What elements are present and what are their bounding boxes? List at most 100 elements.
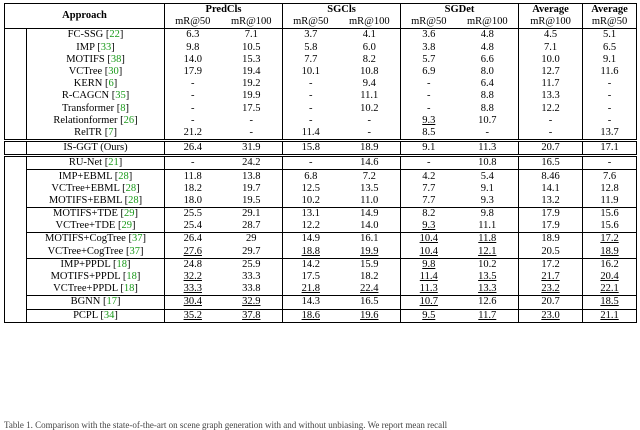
metric-value: 14.9	[338, 207, 402, 221]
approach-name: MOTIFS	[66, 53, 105, 65]
metric-value: 11.4	[301, 126, 320, 138]
citation-ref: 30	[108, 66, 119, 78]
table-row: VCTree+CogTree [37] 27.6 29.7 18.8 19.9 10.4 1…	[5, 245, 638, 259]
approach-name: IMP+PPDL	[60, 258, 111, 270]
table-row: MOTIFS+CogTree [37] 26.4 29 14.9 16.1 10.4 11.…	[5, 232, 638, 246]
metric-value: 13.3	[456, 283, 520, 296]
ours-value: 18.9	[338, 139, 402, 158]
table-row: VCTree+TDE [29] 25.4 28.7 12.2 14.0 9.3 11.1 17…	[5, 220, 638, 233]
citation-ref: 29	[123, 208, 135, 220]
approach-name-cell: MOTIFS [38]	[26, 53, 166, 66]
metric-value: 19.4	[220, 65, 284, 79]
metric-value: 10.7	[456, 114, 520, 127]
metric-value: -	[220, 114, 284, 127]
approach-name-cell: VCTree [30]	[26, 65, 166, 79]
metric-value: -	[191, 114, 195, 126]
metric-value: -	[191, 90, 195, 102]
metric-value: 4.8	[456, 28, 520, 42]
citation-ref: 8	[120, 102, 126, 114]
metric-header: mR@50	[400, 16, 457, 30]
metric-value: 14.2	[282, 257, 339, 271]
metric-value: -	[582, 90, 638, 103]
metric-value: -	[309, 102, 313, 114]
metric-value: 37.8	[220, 308, 284, 323]
metric-value: 12.8	[582, 182, 638, 195]
approach-name: Transformer	[62, 102, 115, 114]
metric-value: 8.46	[518, 169, 584, 183]
metric-value: 7.7	[422, 194, 436, 206]
metric-value: -	[456, 126, 520, 141]
metric-value: -	[191, 157, 195, 169]
metric-value: 22.1	[582, 283, 638, 296]
metric-value: 11.8	[456, 232, 520, 246]
metric-value: 13.5	[456, 270, 520, 284]
metric-value: 7.1	[220, 28, 284, 42]
metric-value: 21.8	[301, 283, 320, 295]
metric-value: 19.9	[338, 245, 402, 259]
metric-value: 8.2	[400, 207, 457, 221]
metric-value: 13.5	[338, 182, 402, 195]
metric-value: 16.5	[518, 155, 584, 170]
metric-value: 22.4	[338, 283, 402, 296]
metric-value: 5.4	[456, 169, 520, 183]
metric-value: 7.1	[518, 41, 584, 54]
average-header-2: Average	[582, 3, 638, 17]
approach-name-cell: VCTree+EBML [28]	[26, 182, 166, 195]
metric-value: 10.1	[301, 66, 320, 78]
citation-ref: 6	[108, 78, 114, 90]
metric-value: 11.1	[338, 90, 402, 103]
metric-value: 18.5	[582, 295, 638, 309]
metric-value: -	[309, 78, 313, 90]
header-row-metrics: mR@50 mR@100 mR@50 mR@100 mR@50 mR@100 m…	[4, 16, 638, 30]
approach-name-cell: FC-SSG [22]	[26, 28, 166, 42]
table-row: R-CAGCN [35] -19.9-11.1-8.8 13.3-	[5, 90, 638, 103]
ours-name: IS-GGT (Ours)	[26, 139, 166, 158]
ours-spacer	[4, 139, 27, 158]
metric-value: 10.5	[220, 41, 284, 54]
metric-value: 7.7	[304, 53, 318, 65]
table-row-ours: IS-GGT (Ours) 26.4 31.9 15.8 18.9 9.1 11.3 20.7…	[4, 139, 638, 158]
metric-value: -	[427, 90, 431, 102]
metric-value: 14.0	[338, 220, 402, 233]
metric-value: 13.3	[518, 90, 584, 103]
approach-name: VCTree+TDE	[55, 220, 116, 232]
approach-name: VCTree	[68, 66, 103, 78]
metric-value: 9.8	[400, 257, 457, 271]
citation-ref: 18	[123, 283, 135, 295]
sgdet-header: SGDet	[400, 3, 520, 17]
table-row: BGNN [17] 30.4 32.9 14.3 16.5 10.7 12.6 20.7 18.…	[5, 295, 638, 309]
metric-value: 3.8	[422, 41, 436, 53]
metric-value: 8.0	[456, 65, 520, 79]
metric-value: 9.3	[422, 114, 436, 126]
metric-value: 12.6	[456, 295, 520, 309]
table-row: VCTree+PPDL [18] 33.3 33.8 21.8 22.4 11.3 13.3…	[5, 283, 638, 296]
metric-value: 20.4	[582, 270, 638, 284]
citation-ref: 33	[100, 41, 112, 53]
citation-ref: 35	[115, 90, 126, 102]
metric-value: 12.7	[518, 65, 584, 79]
metric-header: mR@50	[164, 16, 221, 30]
metric-value: -	[582, 78, 638, 91]
metric-value: 11.1	[456, 220, 520, 233]
metric-value: 6.0	[338, 41, 402, 54]
citation-ref: 29	[121, 220, 132, 232]
table-row: MOTIFS+PPDL [18] 32.2 33.3 17.5 18.2 11.4 13.5…	[5, 270, 638, 284]
table-row: Without UnbiasingFC-SSG [22] 6.3 7.1 3.7 4.1…	[4, 28, 638, 141]
metric-value: 13.8	[220, 169, 284, 183]
metric-value: 11.9	[582, 194, 638, 208]
ours-value: 31.9	[220, 139, 284, 158]
metric-value: 6.3	[186, 29, 200, 41]
citation-ref: 18	[116, 258, 128, 270]
ours-value: 17.1	[582, 139, 638, 158]
metric-value: -	[191, 78, 195, 90]
metric-value: 9.3	[456, 194, 520, 208]
metric-value: 21.7	[518, 270, 584, 284]
metric-value: 12.5	[301, 182, 320, 194]
metric-value: 18.9	[582, 245, 638, 259]
approach-name: R-CAGCN	[61, 90, 110, 102]
metric-value: -	[338, 126, 402, 141]
metric-value: 3.7	[304, 29, 318, 41]
metric-value: 11.4	[419, 271, 438, 283]
metric-value: 6.6	[456, 53, 520, 66]
metric-value: 24.8	[164, 257, 221, 271]
